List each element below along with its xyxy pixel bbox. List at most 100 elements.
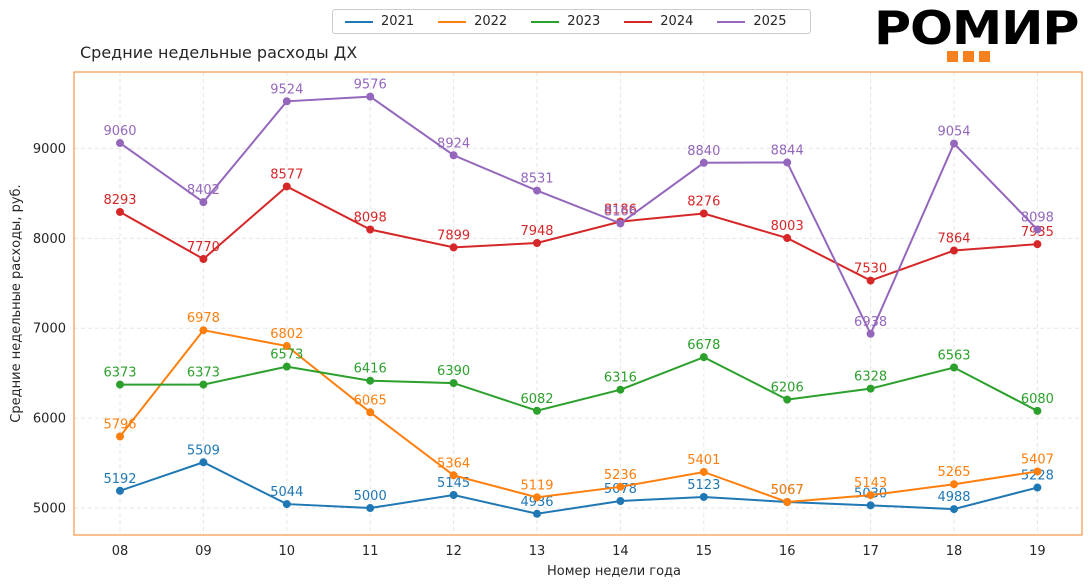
data-point-2023 xyxy=(199,380,208,389)
data-label-2023: 6082 xyxy=(520,392,553,407)
x-tick-label: 13 xyxy=(529,544,546,559)
data-label-2025: 8531 xyxy=(520,172,553,187)
data-point-2024 xyxy=(866,276,875,285)
data-label-2024: 8293 xyxy=(103,193,136,208)
legend-swatch xyxy=(624,20,653,23)
data-point-2023 xyxy=(866,384,875,393)
data-label-2021: 5192 xyxy=(103,472,136,487)
data-point-2025 xyxy=(533,186,541,195)
data-point-2023 xyxy=(116,380,124,389)
x-tick-label: 10 xyxy=(279,544,296,559)
data-label-2024: 8098 xyxy=(354,211,387,226)
data-label-2022: 5119 xyxy=(520,478,553,493)
data-point-2022 xyxy=(950,480,958,489)
data-point-2022 xyxy=(282,342,291,351)
data-label-2025: 8924 xyxy=(437,136,470,151)
y-tick-label: 7000 xyxy=(33,322,66,337)
data-label-2025: 8098 xyxy=(1021,211,1054,226)
data-point-2024 xyxy=(783,234,792,243)
x-tick-label: 08 xyxy=(112,544,129,559)
data-label-2021: 5509 xyxy=(187,443,220,458)
data-label-2022: 5401 xyxy=(687,453,720,468)
data-point-2021 xyxy=(199,458,208,467)
data-point-2024 xyxy=(449,243,458,252)
data-point-2025 xyxy=(616,219,625,228)
data-point-2021 xyxy=(866,501,875,510)
data-point-2022 xyxy=(449,471,458,480)
data-point-2021 xyxy=(366,504,375,513)
data-label-2024: 7770 xyxy=(187,240,220,255)
data-point-2025 xyxy=(1033,225,1042,234)
series-line-2024 xyxy=(119,185,1038,282)
legend-item-2024: 2024 xyxy=(624,14,705,29)
chart-title: Средние недельные расходы ДХ xyxy=(80,43,358,62)
data-point-2022 xyxy=(116,432,124,441)
legend-item-2022: 2022 xyxy=(438,14,519,29)
data-label-2021: 5000 xyxy=(354,489,387,504)
data-label-2023: 6373 xyxy=(103,366,136,381)
data-point-2021 xyxy=(533,509,541,518)
data-label-2021: 5067 xyxy=(771,483,804,498)
data-point-2021 xyxy=(1033,483,1042,492)
x-tick-label: 09 xyxy=(195,544,212,559)
logo-square xyxy=(979,51,990,62)
legend-label: 2021 xyxy=(381,14,415,29)
data-label-2022: 6065 xyxy=(354,393,387,408)
legend-swatch xyxy=(345,20,373,23)
x-tick-label: 17 xyxy=(862,544,879,559)
data-label-2025: 9060 xyxy=(103,124,136,139)
data-point-2025 xyxy=(449,151,458,160)
data-point-2025 xyxy=(866,329,875,338)
y-tick-label: 9000 xyxy=(33,142,66,157)
data-label-2025: 9524 xyxy=(270,82,303,97)
x-tick-label: 12 xyxy=(445,544,462,559)
legend-label: 2024 xyxy=(660,14,694,29)
legend-item-2025: 2025 xyxy=(717,14,798,29)
legend-label: 2025 xyxy=(753,14,787,29)
data-label-2022: 6978 xyxy=(187,311,220,326)
data-label-2022: 5364 xyxy=(437,456,470,471)
logo-square xyxy=(947,51,958,62)
data-point-2021 xyxy=(116,486,124,495)
data-point-2025 xyxy=(199,198,208,207)
data-label-2022: 5236 xyxy=(604,468,637,483)
data-point-2022 xyxy=(866,491,875,500)
data-label-2025: 8840 xyxy=(687,144,720,159)
data-point-2024 xyxy=(1033,240,1042,249)
data-label-2022: 5143 xyxy=(854,476,887,491)
data-point-2024 xyxy=(533,238,541,247)
data-point-2025 xyxy=(699,158,708,167)
data-point-2022 xyxy=(699,467,708,476)
data-label-2023: 6080 xyxy=(1021,392,1054,407)
data-label-2025: 8402 xyxy=(187,183,220,198)
legend-swatch xyxy=(531,20,560,23)
data-label-2024: 7864 xyxy=(937,232,970,247)
data-point-2025 xyxy=(950,139,958,148)
data-point-2021 xyxy=(449,490,458,499)
data-label-2023: 6373 xyxy=(187,366,220,381)
legend: 2021 2022 2023 2024 2025 xyxy=(332,9,812,34)
data-label-2022: 5067 xyxy=(771,483,804,498)
data-label-2021: 4936 xyxy=(520,495,553,510)
data-point-2025 xyxy=(116,139,124,148)
y-tick-label: 5000 xyxy=(33,502,66,517)
data-label-2025: 8844 xyxy=(771,143,804,158)
data-point-2022 xyxy=(783,498,792,507)
data-point-2022 xyxy=(616,482,625,491)
data-label-2025: 9054 xyxy=(937,125,970,140)
data-label-2024: 7530 xyxy=(854,262,887,277)
data-label-2024: 8003 xyxy=(771,219,804,234)
data-point-2022 xyxy=(1033,467,1042,476)
data-point-2023 xyxy=(783,395,792,404)
data-label-2024: 8186 xyxy=(604,203,637,218)
romir-logo: РОМИР xyxy=(874,4,1079,66)
data-point-2024 xyxy=(116,207,124,216)
data-point-2023 xyxy=(950,363,958,372)
data-label-2024: 7948 xyxy=(520,224,553,239)
y-tick-label: 6000 xyxy=(33,412,66,427)
data-label-2025: 9576 xyxy=(354,78,387,93)
data-point-2022 xyxy=(533,493,541,502)
data-label-2022: 5796 xyxy=(103,417,136,432)
logo-text: РОМИР xyxy=(874,1,1079,55)
